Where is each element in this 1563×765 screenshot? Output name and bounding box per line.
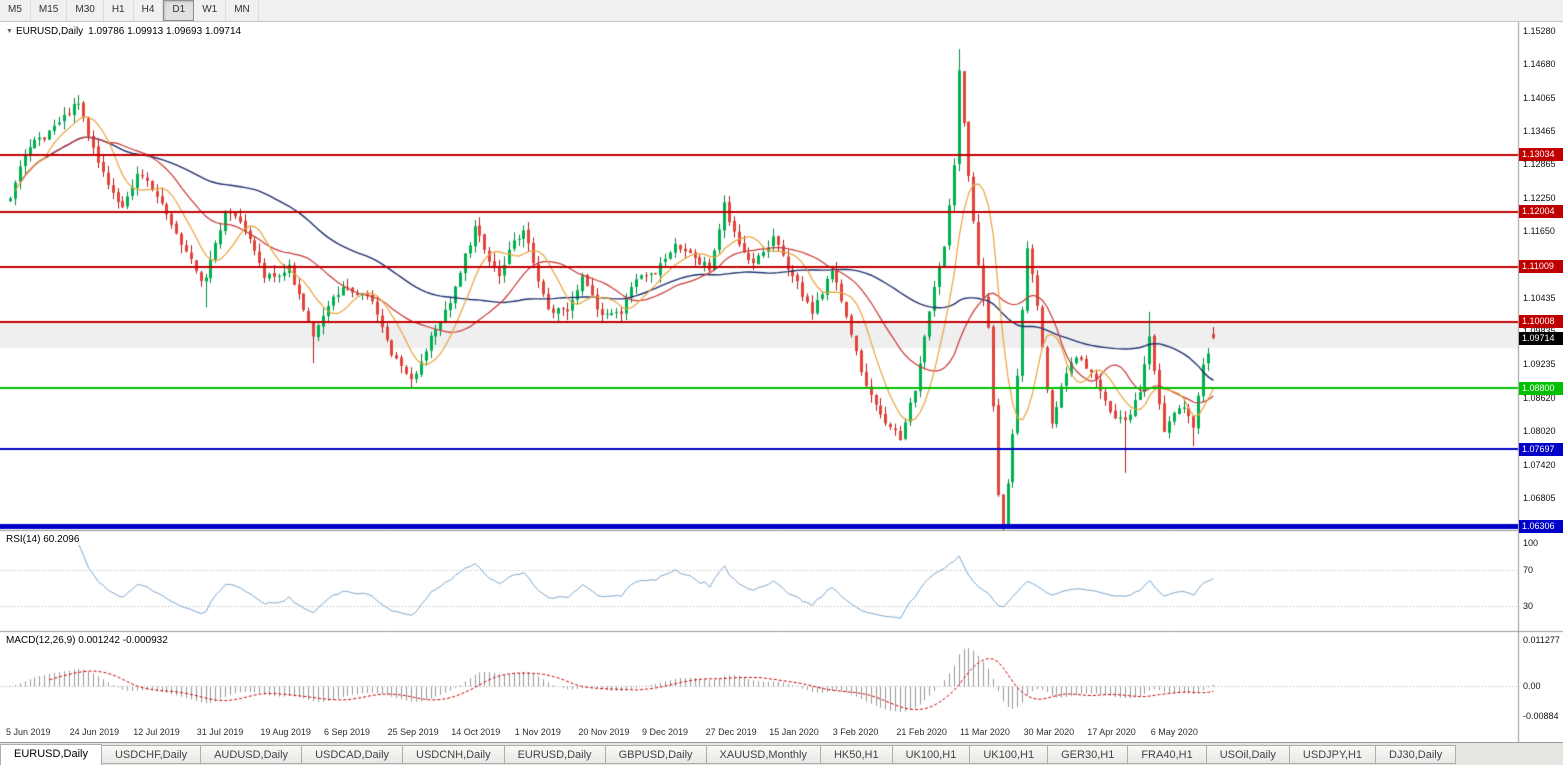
price-tick-label: 1.08620 [1523,393,1556,404]
chart-tab-11-ger30-h1[interactable]: GER30,H1 [1048,745,1129,764]
timeframe-button-w1[interactable]: W1 [194,0,227,21]
chart-tab-5-eurusd-daily[interactable]: EURUSD,Daily [504,745,606,764]
chart-tab-6-gbpusd-daily[interactable]: GBPUSD,Daily [605,745,707,764]
hline-price-badge: 1.12004 [1519,205,1563,219]
timeframe-button-mn[interactable]: MN [226,0,259,21]
hline-price-badge: 1.06306 [1519,519,1563,533]
price-tick-label: 1.15280 [1523,26,1556,36]
price-tick-label: 1.14680 [1523,59,1556,70]
chart-title: ▼ EURUSD,Daily 1.09786 1.09913 1.09693 1.0… [6,26,241,37]
chart-tab-0-eurusd-daily[interactable]: EURUSD,Daily [0,744,102,765]
chart-tab-7-xauusd-monthly[interactable]: XAUUSD,Monthly [706,745,821,764]
chart-tab-1-usdchf-daily[interactable]: USDCHF,Daily [101,745,202,764]
chart-tab-9-uk100-h1[interactable]: UK100,H1 [892,745,971,764]
rsi-scale-label: 100 [1523,538,1539,548]
timeframe-button-h1[interactable]: H1 [104,0,134,21]
price-tick-label: 1.10435 [1523,293,1556,304]
chart-tab-3-usdcad-daily[interactable]: USDCAD,Daily [302,745,404,764]
price-tick-label: 1.12865 [1523,159,1556,170]
chart-dropdown-icon: ▼ [6,28,13,35]
timeframe-button-d1[interactable]: D1 [163,0,195,21]
hline-price-badge: 1.13034 [1519,148,1563,162]
timeframe-button-m15[interactable]: M15 [31,0,68,21]
price-tick-label: 1.13465 [1523,126,1556,137]
timeframe-button-m5[interactable]: M5 [0,0,31,21]
chart-tab-12-fra40-h1[interactable]: FRA40,H1 [1128,745,1207,764]
price-tick-label: 1.06805 [1523,493,1556,504]
price-tick-label: 1.07420 [1523,459,1556,470]
macd-scale-label: -0.00884 [1523,711,1559,721]
chart-ohlc-values: 1.09786 1.09913 1.09693 1.09714 [88,26,242,37]
timeframe-toolbar: M5 M15 M30 H1 H4 D1 W1 MN [0,0,1563,22]
chart-tab-8-hk50-h1[interactable]: HK50,H1 [820,745,893,764]
macd-scale-label: 0.00 [1523,681,1541,691]
hline-price-badge: 1.07697 [1519,442,1563,456]
rsi-indicator-label: RSI(14) 60.2096 [6,534,80,545]
chart-tab-14-usdjpy-h1[interactable]: USDJPY,H1 [1289,745,1377,764]
rsi-scale-label: 70 [1523,565,1534,575]
chart-tab-4-usdcnh-daily[interactable]: USDCNH,Daily [403,745,505,764]
chart-tab-15-dj30-daily[interactable]: DJ30,Daily [1376,745,1457,764]
price-tick-label: 1.08020 [1523,426,1556,437]
price-tick-label: 1.09235 [1523,359,1556,370]
chart-symbol-label: EURUSD,Daily [15,26,84,37]
price-tick-label: 1.14065 [1523,93,1556,104]
price-axis[interactable]: 1.15280 1.14680 1.14065 1.13465 1.12865 1.122… [1519,22,1563,742]
price-tick-label: 1.11650 [1523,226,1555,237]
chart-tab-13-usoil-daily[interactable]: USOil,Daily [1206,745,1290,764]
price-tick-label: 1.09835 [1523,326,1556,336]
price-tick-label: 1.12250 [1523,193,1556,204]
chart-tab-10-uk100-h1[interactable]: UK100,H1 [970,745,1049,764]
macd-indicator-label: MACD(12,26,9) 0.001242 -0.000932 [6,635,168,646]
macd-scale-label: 0.011277 [1523,635,1560,645]
hline-price-badge: 1.11009 [1519,260,1563,274]
timeframe-button-m30[interactable]: M30 [67,0,104,21]
hline-price-badge: 1.10008 [1519,315,1563,329]
chart-tab-2-audusd-daily[interactable]: AUDUSD,Daily [201,745,303,764]
rsi-scale-label: 30 [1523,601,1534,611]
hline-price-badge: 1.08800 [1519,381,1563,395]
chart-tab-bar: EURUSD,Daily USDCHF,Daily AUDUSD,Daily USDC… [0,742,1563,765]
current-price-badge: 1.09714 [1519,331,1563,345]
timeframe-button-h4[interactable]: H4 [134,0,164,21]
